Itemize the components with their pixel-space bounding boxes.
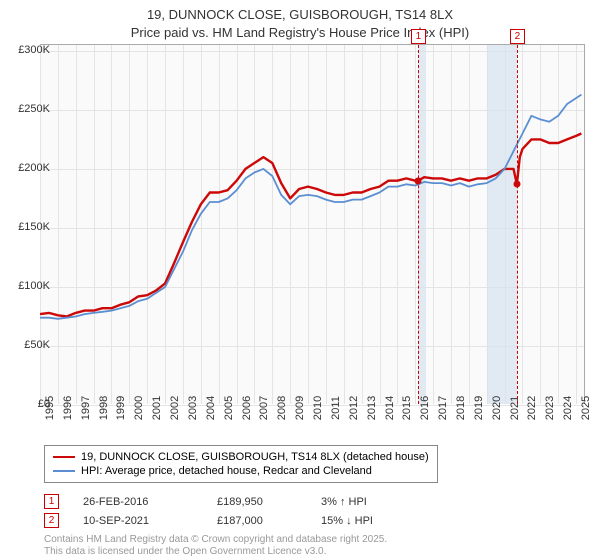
y-tick-label: £150K <box>10 221 50 233</box>
x-tick-label: 2007 <box>258 396 270 420</box>
legend-label: HPI: Average price, detached house, Redc… <box>81 465 372 477</box>
y-tick-label: £250K <box>10 103 50 115</box>
x-tick-label: 2013 <box>366 396 378 420</box>
x-tick-label: 2000 <box>133 396 145 420</box>
x-tick-label: 2015 <box>401 396 413 420</box>
x-tick-label: 2014 <box>384 396 396 420</box>
x-tick-label: 2022 <box>526 396 538 420</box>
sales-notes: 1 26-FEB-2016 £189,950 3% ↑ HPI 2 10-SEP-2021… <box>44 492 373 530</box>
series-price_paid <box>40 134 581 317</box>
note-price: £187,000 <box>217 515 297 527</box>
note-row: 2 10-SEP-2021 £187,000 15% ↓ HPI <box>44 511 373 530</box>
x-tick-label: 2023 <box>544 396 556 420</box>
x-tick-label: 1997 <box>80 396 92 420</box>
x-tick-label: 2003 <box>187 396 199 420</box>
legend-row: 19, DUNNOCK CLOSE, GUISBOROUGH, TS14 8LX… <box>53 450 429 464</box>
copyright-line-1: Contains HM Land Registry data © Crown c… <box>44 534 387 546</box>
note-diff: 3% ↑ HPI <box>321 496 367 508</box>
x-tick-label: 2010 <box>312 396 324 420</box>
x-tick-label: 2004 <box>205 396 217 420</box>
x-tick-label: 2001 <box>151 396 163 420</box>
x-tick-label: 2020 <box>491 396 503 420</box>
copyright-line-2: This data is licensed under the Open Gov… <box>44 546 387 558</box>
note-marker: 2 <box>44 513 59 528</box>
x-tick-label: 2002 <box>169 396 181 420</box>
y-tick-label: £50K <box>10 339 50 351</box>
y-tick-label: £100K <box>10 280 50 292</box>
legend-row: HPI: Average price, detached house, Redc… <box>53 464 429 478</box>
chart-area: 12 <box>40 44 585 404</box>
note-row: 1 26-FEB-2016 £189,950 3% ↑ HPI <box>44 492 373 511</box>
x-tick-label: 1998 <box>98 396 110 420</box>
x-tick-label: 2016 <box>419 396 431 420</box>
series-hpi <box>40 95 581 319</box>
copyright: Contains HM Land Registry data © Crown c… <box>44 534 387 558</box>
note-diff: 15% ↓ HPI <box>321 515 373 527</box>
x-tick-label: 2017 <box>437 396 449 420</box>
title-line-1: 19, DUNNOCK CLOSE, GUISBOROUGH, TS14 8LX <box>0 6 600 24</box>
marker-line <box>418 45 419 404</box>
x-tick-label: 1996 <box>62 396 74 420</box>
x-tick-label: 2021 <box>509 396 521 420</box>
marker-line <box>517 45 518 404</box>
note-marker: 1 <box>44 494 59 509</box>
note-date: 26-FEB-2016 <box>83 496 193 508</box>
legend-swatch <box>53 470 75 472</box>
x-tick-label: 2024 <box>562 396 574 420</box>
marker-box: 1 <box>411 29 426 44</box>
legend-swatch <box>53 456 75 458</box>
legend-label: 19, DUNNOCK CLOSE, GUISBOROUGH, TS14 8LX… <box>81 451 429 463</box>
x-tick-label: 2006 <box>241 396 253 420</box>
note-price: £189,950 <box>217 496 297 508</box>
x-tick-label: 1999 <box>115 396 127 420</box>
legend: 19, DUNNOCK CLOSE, GUISBOROUGH, TS14 8LX… <box>44 445 438 483</box>
x-tick-label: 2012 <box>348 396 360 420</box>
x-tick-label: 1995 <box>44 396 56 420</box>
note-date: 10-SEP-2021 <box>83 515 193 527</box>
y-tick-label: £300K <box>10 44 50 56</box>
x-tick-label: 2018 <box>455 396 467 420</box>
x-tick-label: 2008 <box>276 396 288 420</box>
x-tick-label: 2011 <box>330 396 342 420</box>
y-tick-label: £200K <box>10 162 50 174</box>
x-tick-label: 2019 <box>473 396 485 420</box>
sale-point <box>513 181 520 188</box>
x-tick-label: 2025 <box>580 396 592 420</box>
x-tick-label: 2009 <box>294 396 306 420</box>
x-tick-label: 2005 <box>223 396 235 420</box>
marker-box: 2 <box>510 29 525 44</box>
series-svg <box>40 45 585 405</box>
sale-point <box>414 177 421 184</box>
